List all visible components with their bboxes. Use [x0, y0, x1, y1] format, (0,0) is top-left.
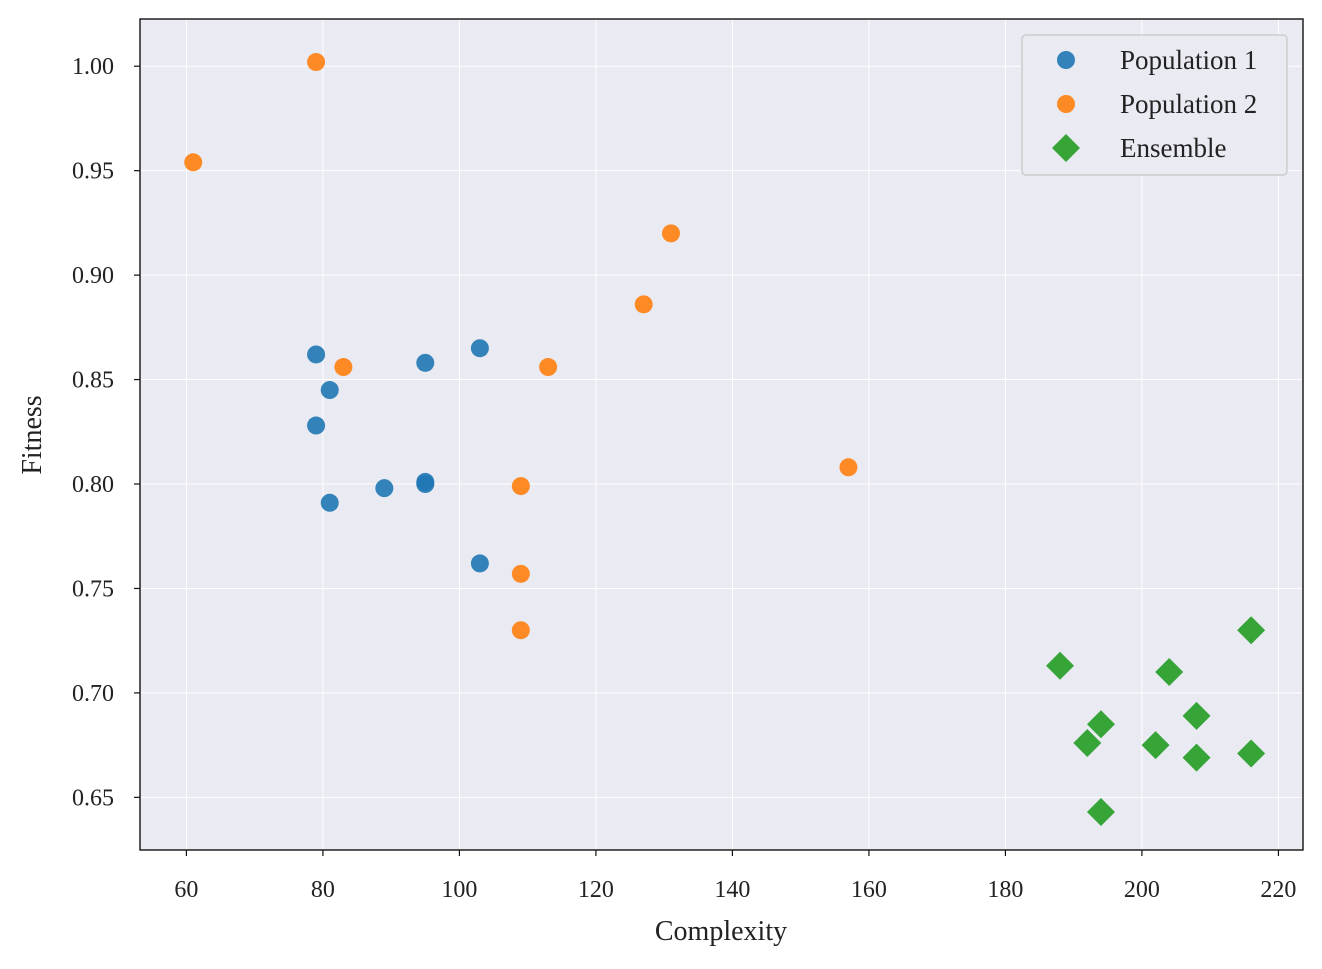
- population-point: [416, 475, 435, 494]
- ensemble-point: [1237, 739, 1266, 768]
- y-tick-label: 0.90: [72, 263, 114, 289]
- x-tick-label: 220: [1260, 877, 1296, 903]
- series-3-points: [1046, 616, 1266, 826]
- x-axis-label: Complexity: [655, 916, 787, 947]
- population-point: [334, 358, 353, 377]
- legend-label: Ensemble: [1120, 133, 1226, 163]
- ensemble-point: [1182, 701, 1211, 730]
- population-point: [307, 416, 326, 435]
- population-point: [470, 554, 489, 573]
- population-point: [511, 477, 530, 496]
- y-axis-label: Fitness: [17, 395, 48, 474]
- series-2-points: [184, 53, 858, 640]
- x-tick-label: 120: [578, 877, 614, 903]
- ensemble-point: [1086, 710, 1115, 739]
- population-point: [634, 295, 653, 314]
- legend: Population 1 Population 2 Ensemble: [1021, 34, 1288, 176]
- ensemble-point: [1155, 658, 1184, 687]
- y-tick-label: 0.85: [72, 368, 114, 394]
- y-tick-label: 0.75: [72, 576, 114, 602]
- y-tick-label: 1.00: [72, 54, 114, 80]
- x-tick-label: 100: [441, 877, 477, 903]
- y-tick-label: 0.70: [72, 681, 114, 707]
- y-tick-label: 0.80: [72, 472, 114, 498]
- population-point: [375, 479, 394, 498]
- legend-marker: [1057, 95, 1075, 113]
- ensemble-point: [1237, 616, 1266, 645]
- ensemble-point: [1046, 651, 1075, 680]
- data-points: [184, 53, 1266, 826]
- population-point: [470, 339, 489, 358]
- plot-frame: [139, 18, 1304, 851]
- population-point: [539, 358, 558, 377]
- ensemble-point: [1086, 797, 1115, 826]
- legend-label: Population 1: [1120, 45, 1257, 75]
- population-point: [184, 153, 203, 172]
- x-tick-label: 80: [311, 877, 335, 903]
- x-tick-label: 160: [851, 877, 887, 903]
- x-tick-label: 140: [714, 877, 750, 903]
- population-point: [511, 564, 530, 583]
- series-1-points: [307, 339, 489, 573]
- y-tick-label: 0.95: [72, 159, 114, 185]
- population-point: [839, 458, 858, 477]
- population-point: [320, 381, 339, 400]
- y-tick-label: 0.65: [72, 785, 114, 811]
- legend-marker: [1057, 51, 1075, 69]
- ensemble-point: [1141, 731, 1170, 760]
- x-tick-label: 60: [174, 877, 198, 903]
- population-point: [320, 493, 339, 512]
- ensemble-point: [1073, 729, 1102, 758]
- population-point: [307, 345, 326, 364]
- axis-ticks: 60 80 100 120 140 160 180 200 220 0.65 0.70 0.75 0.8…: [72, 54, 1296, 903]
- population-point: [307, 53, 326, 72]
- legend-label: Population 2: [1120, 89, 1257, 119]
- ensemble-point: [1182, 743, 1211, 772]
- population-point: [511, 621, 530, 640]
- population-point: [661, 224, 680, 243]
- x-tick-label: 180: [987, 877, 1023, 903]
- legend-box: [1021, 34, 1288, 176]
- x-tick-label: 200: [1124, 877, 1160, 903]
- population-point: [416, 353, 435, 372]
- legend-marker: [1052, 134, 1080, 162]
